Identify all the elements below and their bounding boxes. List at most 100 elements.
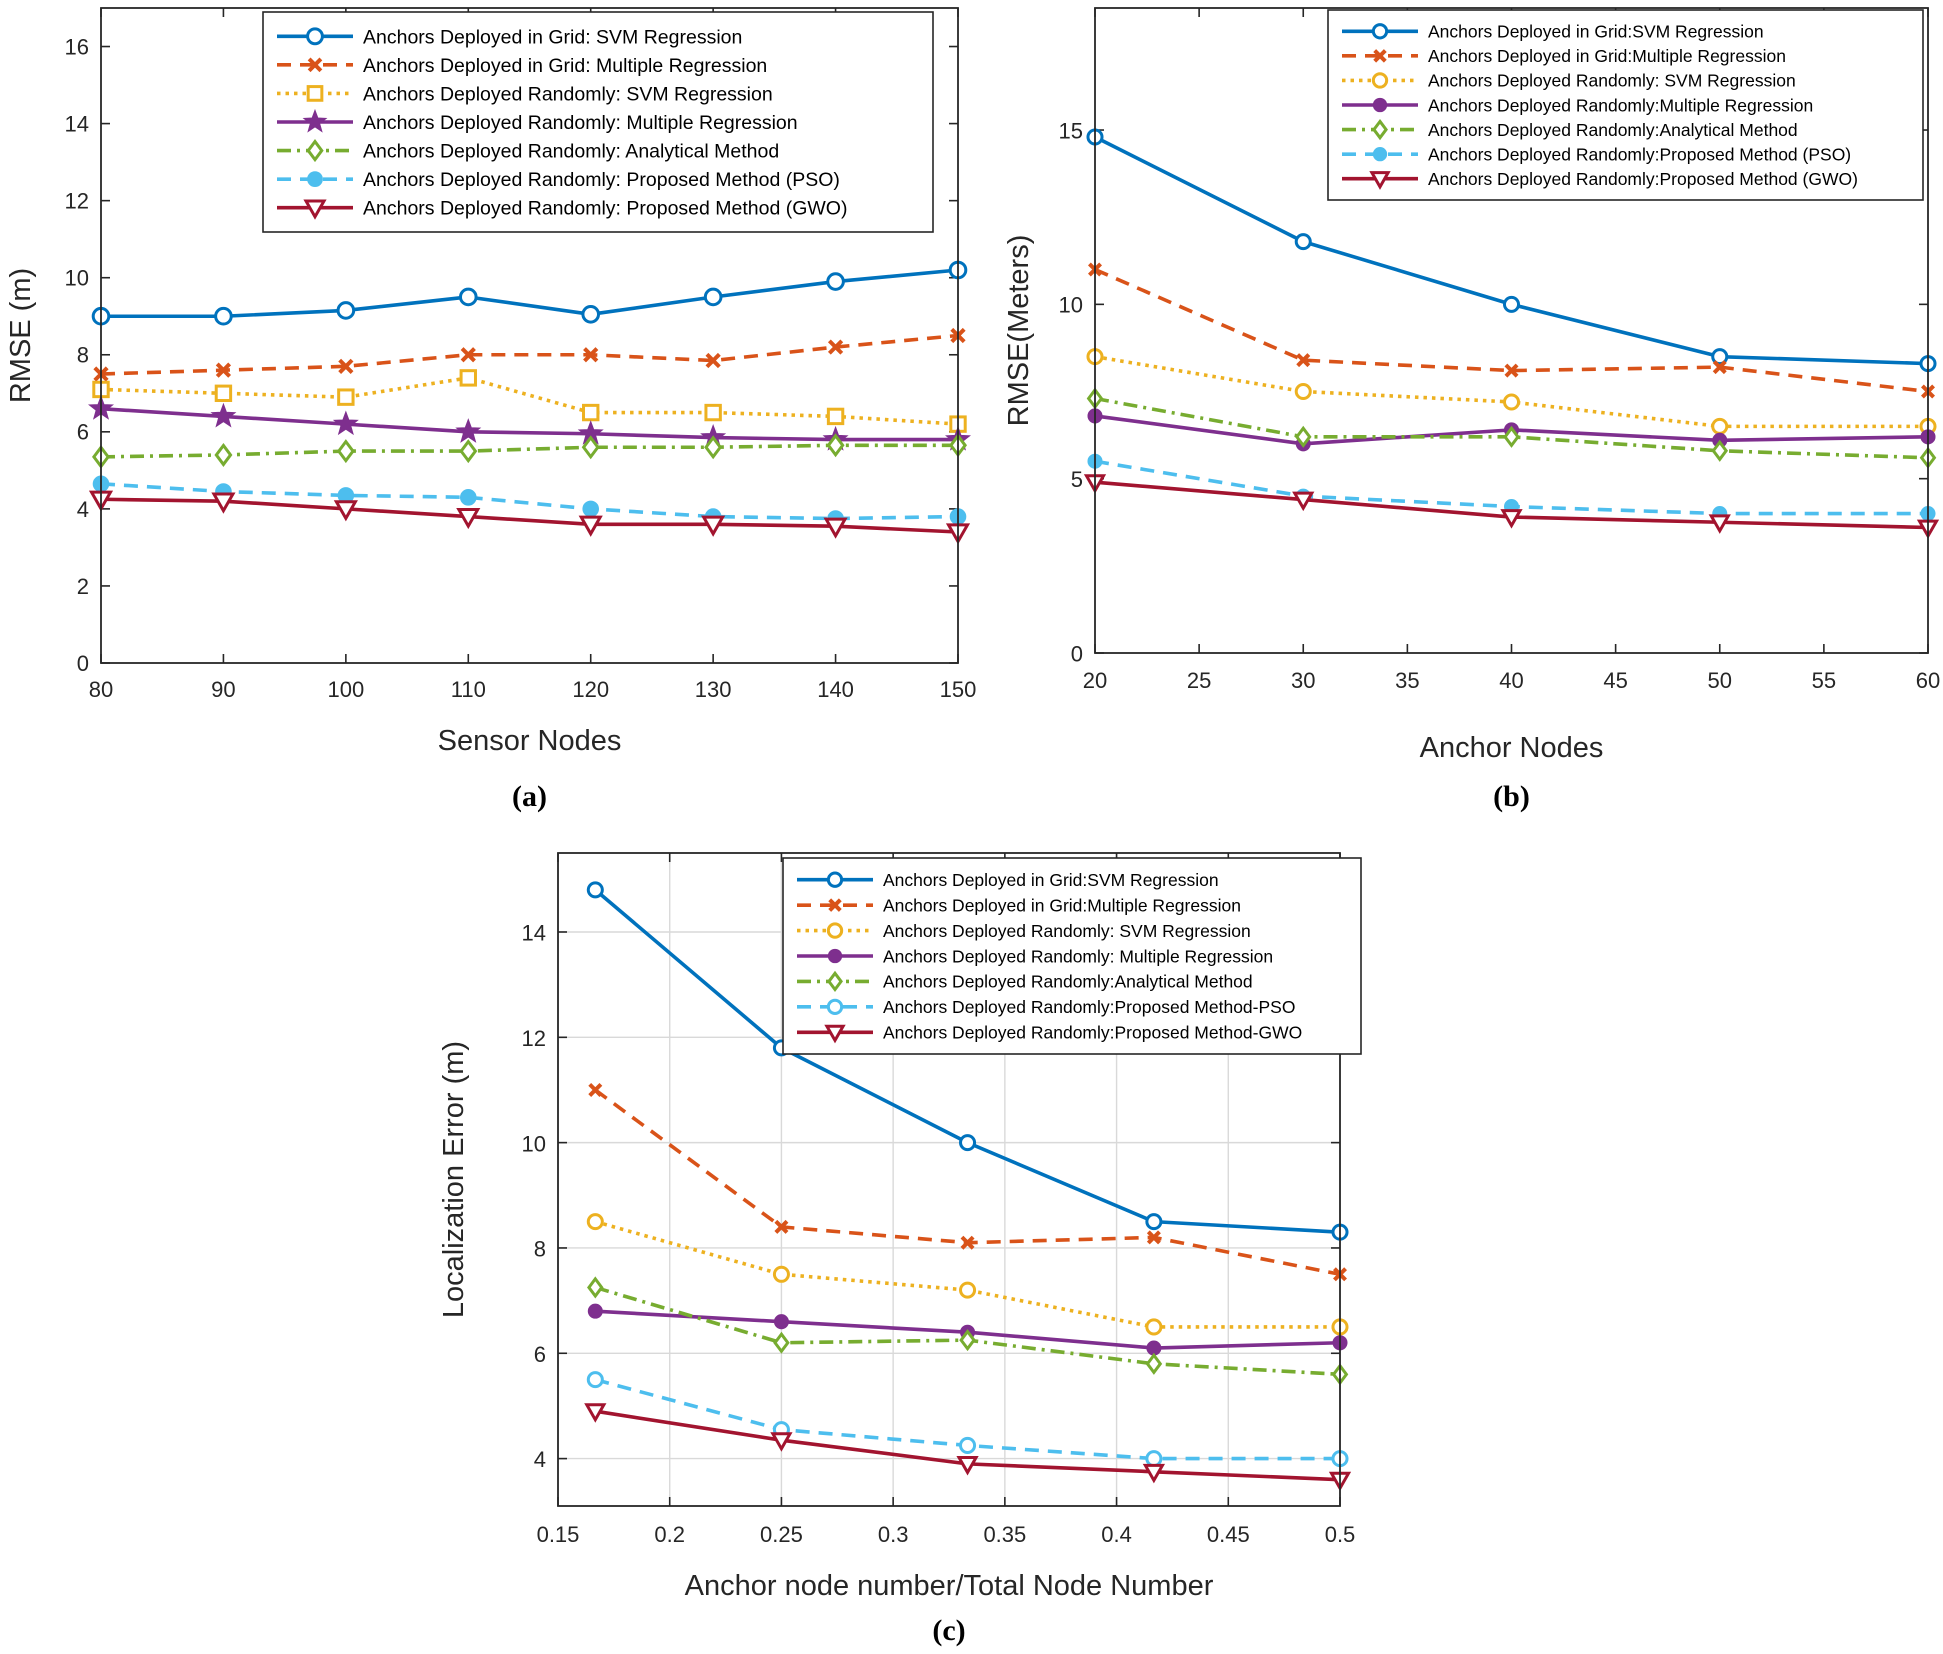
data-point bbox=[1146, 1230, 1161, 1245]
data-point bbox=[459, 369, 477, 387]
series-1 bbox=[586, 881, 1349, 1241]
series-3 bbox=[586, 1213, 1349, 1336]
data-point bbox=[1294, 233, 1312, 251]
legend-entry-label: Anchors Deployed Randomly:Proposed Metho… bbox=[883, 997, 1295, 1017]
legend-marker bbox=[1371, 23, 1389, 40]
y-tick-label: 4 bbox=[534, 1447, 546, 1472]
series-line bbox=[100, 497, 959, 534]
y-tick-label: 15 bbox=[1059, 118, 1083, 143]
data-point bbox=[459, 439, 478, 464]
data-point bbox=[581, 435, 600, 460]
legend: Anchors Deployed in Grid: SVM Regression… bbox=[262, 11, 934, 233]
legend-entry-label: Anchors Deployed in Grid:Multiple Regres… bbox=[1428, 46, 1786, 66]
data-point bbox=[336, 439, 355, 464]
legend-marker bbox=[302, 108, 328, 133]
legend-entry-label: Anchors Deployed Randomly:Analytical Met… bbox=[883, 972, 1253, 992]
legend-marker bbox=[307, 171, 323, 188]
legend-marker bbox=[826, 922, 844, 939]
data-point bbox=[210, 402, 237, 428]
data-point bbox=[458, 287, 478, 307]
legend-entry-label: Anchors Deployed Randomly: Multiple Regr… bbox=[883, 946, 1273, 966]
x-tick-label: 0.35 bbox=[983, 1522, 1026, 1547]
y-tick-label: 10 bbox=[522, 1131, 546, 1156]
data-point bbox=[338, 358, 354, 374]
y-axis-label: RMSE (m) bbox=[5, 268, 37, 403]
data-point bbox=[959, 1134, 977, 1152]
x-tick-label: 20 bbox=[1083, 668, 1107, 693]
y-tick-label: 0 bbox=[1071, 641, 1083, 666]
data-point bbox=[704, 403, 722, 422]
chart-panel-b: 20 25 30 35 40 45 50 55 60 0 5 10 15 Anchor Nodes RMSE… bbox=[1003, 7, 1940, 813]
legend-marker bbox=[828, 898, 842, 912]
y-tick-label: 0 bbox=[77, 651, 89, 676]
data-point bbox=[773, 1314, 789, 1330]
data-point bbox=[1296, 353, 1311, 368]
data-point bbox=[827, 339, 844, 355]
legend-marker bbox=[303, 199, 327, 220]
x-tick-label: 100 bbox=[327, 677, 364, 702]
x-tick-label: 0.25 bbox=[760, 1522, 803, 1547]
x-tick-label: 0.5 bbox=[1325, 1522, 1356, 1547]
x-tick-label: 130 bbox=[695, 677, 732, 702]
legend-box bbox=[262, 11, 934, 233]
data-point bbox=[586, 1371, 604, 1389]
data-point bbox=[455, 418, 482, 443]
legend-entry-label: Anchors Deployed Randomly:Multiple Regre… bbox=[1428, 95, 1813, 115]
x-tick-label: 0.15 bbox=[537, 1522, 580, 1547]
legend-marker bbox=[827, 948, 843, 964]
data-point bbox=[826, 272, 845, 291]
legend-marker bbox=[1371, 72, 1389, 89]
y-tick-label: 16 bbox=[65, 34, 89, 59]
x-tick-label: 40 bbox=[1499, 668, 1523, 693]
data-point bbox=[588, 1082, 603, 1097]
y-tick-label: 12 bbox=[65, 189, 89, 214]
x-tick-label: 90 bbox=[211, 677, 235, 702]
y-tick-label: 4 bbox=[77, 497, 89, 522]
series-line bbox=[100, 406, 958, 442]
legend-entry-label: Anchors Deployed Randomly: Multiple Regr… bbox=[363, 112, 798, 134]
axes-box bbox=[1094, 7, 1929, 654]
data-point bbox=[333, 500, 358, 522]
series-line bbox=[594, 1219, 1340, 1329]
data-point bbox=[1504, 363, 1519, 378]
data-point bbox=[959, 1436, 977, 1454]
y-tick-label: 8 bbox=[77, 343, 89, 368]
axes-box bbox=[100, 7, 959, 664]
data-point bbox=[823, 517, 848, 539]
legend-entry-label: Anchors Deployed Randomly: Proposed Meth… bbox=[363, 198, 847, 220]
legend: Anchors Deployed in Grid:SVM Regression A… bbox=[782, 857, 1362, 1055]
legend-marker bbox=[1372, 146, 1388, 162]
data-point bbox=[959, 1281, 977, 1299]
legend-marker bbox=[306, 27, 324, 46]
data-point bbox=[1500, 509, 1523, 529]
axes-box bbox=[557, 852, 1341, 1507]
y-axis-label: Localization Error (m) bbox=[438, 1041, 470, 1318]
data-point bbox=[772, 1265, 790, 1283]
data-point bbox=[773, 1331, 790, 1354]
data-point bbox=[584, 1403, 607, 1423]
series-line bbox=[100, 443, 958, 459]
y-axis-label: RMSE(Meters) bbox=[1003, 235, 1035, 427]
data-point bbox=[1711, 417, 1729, 435]
legend-marker bbox=[826, 871, 844, 888]
legend-marker bbox=[1369, 171, 1391, 190]
panel-label: (b) bbox=[1493, 780, 1530, 813]
x-tick-label: 35 bbox=[1395, 668, 1419, 693]
data-point bbox=[460, 347, 476, 363]
chart-panel-a: 80 90 100 110 120 130 140 150 0 2 4 6 8 10 12 14 16 Senso… bbox=[5, 7, 976, 813]
x-tick-label: 45 bbox=[1603, 668, 1627, 693]
data-point bbox=[337, 388, 355, 406]
data-point bbox=[583, 347, 599, 363]
legend-entry-label: Anchors Deployed Randomly: SVM Regressio… bbox=[1428, 71, 1796, 91]
x-tick-label: 60 bbox=[1916, 668, 1940, 693]
data-point bbox=[1708, 514, 1731, 534]
legend-marker bbox=[306, 139, 324, 163]
data-point bbox=[214, 306, 233, 326]
x-axis-label: Sensor Nodes bbox=[438, 725, 622, 757]
series-7 bbox=[88, 490, 971, 545]
panel-label: (a) bbox=[512, 780, 547, 813]
legend-box bbox=[1327, 9, 1924, 201]
y-tick-label: 14 bbox=[522, 921, 546, 946]
data-point bbox=[336, 301, 356, 320]
